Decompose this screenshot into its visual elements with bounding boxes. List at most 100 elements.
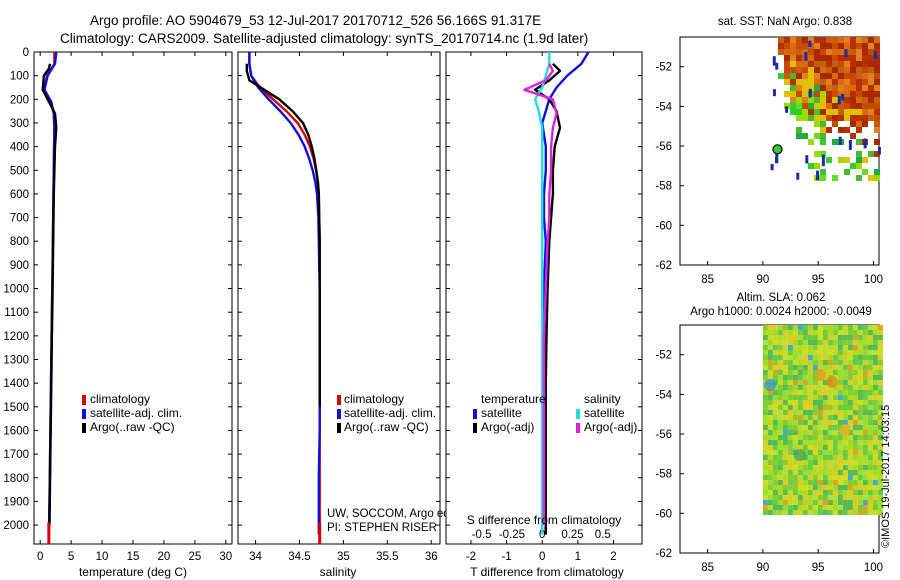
sst-cell [784,43,790,49]
sla-cell [787,460,793,465]
sla-cell [832,350,838,355]
sla-cell [792,445,798,450]
sla-cell [837,395,843,400]
sla-cell [837,455,843,460]
sla-cell [817,480,823,485]
sla-cell [822,355,828,360]
sst-cell [820,61,826,67]
sla-cell [872,455,878,460]
sla-cell [862,365,868,370]
sla-cell [842,370,848,375]
sla-cell [817,405,823,410]
sla-cell [827,455,833,460]
sst-cell [832,55,838,61]
sla-cell [807,410,813,415]
sst-cell [868,109,874,115]
sla-cell [852,480,858,485]
sla-cell [792,375,798,380]
sla-cell [777,440,783,445]
sla-cell [802,460,808,465]
sla-cell [777,375,783,380]
sla-cell [877,415,883,420]
sla-cell [762,395,768,400]
sst-cell [838,127,844,133]
sst-cell [856,175,862,181]
legend-s-argo-label: Argo(-adj) [584,420,637,434]
sst-cell [844,55,850,61]
sla-cell [852,485,858,490]
sla-cell [847,335,853,340]
sla-cell [777,330,783,335]
sla-cell [782,470,788,475]
depth-tick-label: 1600 [3,425,29,437]
sst-cell [862,61,868,67]
sla-cell [827,480,833,485]
sst-cell [862,103,868,109]
sst-cell [856,85,862,91]
sla-cell [812,440,818,445]
sla-cell [827,415,833,420]
sla-cell [797,415,803,420]
sla-cell [772,360,778,365]
legend-temperature-head: temperature [481,392,546,406]
sla-cell [857,505,863,510]
sla-cell [807,385,813,390]
sla-cell [822,410,828,415]
x-tick-label: 34 [249,551,262,563]
sst-cell [802,115,808,121]
sla-cell [762,345,768,350]
sla-cell [857,450,863,455]
sla-cell [872,480,878,485]
sla-cell [822,340,828,345]
sst-cell [832,109,838,115]
sla-cell [772,400,778,405]
sst-cell [820,133,826,139]
x-tick-label: -1 [501,551,511,563]
sla-cell [877,360,883,365]
sla-cell [767,505,773,510]
sla-cell [827,445,833,450]
sla-cell [812,330,818,335]
sla-cell [807,495,813,500]
sla-cell [787,480,793,485]
sla-cell [802,405,808,410]
sla-cell [877,455,883,460]
sla-cell [817,500,823,505]
sla-cell [832,480,838,485]
sst-cell [796,73,802,79]
sla-cell [822,395,828,400]
sla-cell [822,380,828,385]
sst-edge [863,138,867,149]
sla-cell [832,395,838,400]
sla-cell [782,385,788,390]
sla-cell [762,360,768,365]
sst-cell [838,61,844,67]
sla-cell [867,455,873,460]
sst-cell [826,61,832,67]
sla-cell [777,455,783,460]
sst-cell [796,109,802,115]
sla-cell [822,445,828,450]
sla-cell [862,410,868,415]
sla-cell [837,335,843,340]
sla-cell [762,330,768,335]
sla-cell [772,490,778,495]
sla-cell [787,330,793,335]
sla-cell [867,510,873,515]
sst-cell [862,121,868,127]
sla-cell [857,385,863,390]
sla-cell [867,465,873,470]
sla-cell [867,470,873,475]
sla-cell [847,450,853,455]
sla-cell [862,400,868,405]
sla-cell [842,380,848,385]
sla-cell [787,490,793,495]
sla-cell [862,425,868,430]
sst-cell [790,55,796,61]
sla-cell [807,440,813,445]
sla-cell [862,380,868,385]
sla-cell [872,495,878,500]
sla-cell [862,390,868,395]
sla-cell [762,460,768,465]
sla-cell [852,335,858,340]
